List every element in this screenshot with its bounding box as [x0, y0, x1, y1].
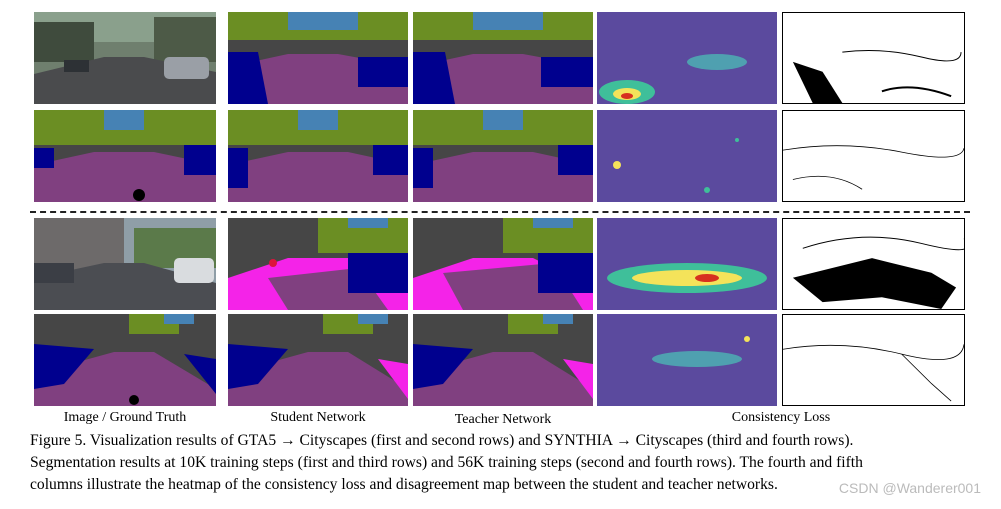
teacher-seg-row4	[413, 314, 593, 406]
loss-heatmap-row2	[597, 110, 777, 202]
caption-line-3: columns illustrate the heatmap of the co…	[30, 476, 778, 493]
teacher-seg-row2	[413, 110, 593, 202]
dataset-divider	[30, 211, 970, 213]
disagreement-map-row2	[782, 110, 965, 202]
loss-heatmap-row1	[597, 12, 777, 104]
disagreement-map-row4	[782, 314, 965, 406]
watermark: CSDN @Wanderer001	[838, 480, 981, 496]
caption-line-2: Segmentation results at 10K training ste…	[30, 454, 863, 471]
student-seg-row2	[228, 110, 408, 202]
loss-heatmap-row4	[597, 314, 777, 406]
disagreement-map-row3	[782, 218, 965, 310]
ground-truth-row4	[34, 314, 216, 406]
label-image-ground-truth: Image / Ground Truth	[63, 410, 187, 425]
label-teacher-network: Teacher Network	[454, 412, 552, 427]
label-consistency-loss: Consistency Loss	[731, 410, 831, 425]
photo-row1	[34, 12, 216, 104]
caption-line-1: Figure 5. Visualization results of GTA5 …	[30, 432, 854, 449]
disagreement-map-row1	[782, 12, 965, 104]
figure-caption: Figure 5. Visualization results of GTA5 …	[30, 430, 970, 496]
teacher-seg-row3	[413, 218, 593, 310]
ground-truth-row2	[34, 110, 216, 202]
teacher-seg-row1	[413, 12, 593, 104]
student-seg-row3	[228, 218, 408, 310]
photo-row3	[34, 218, 216, 310]
loss-heatmap-row3	[597, 218, 777, 310]
student-seg-row4	[228, 314, 408, 406]
label-student-network: Student Network	[270, 410, 366, 425]
student-seg-row1	[228, 12, 408, 104]
